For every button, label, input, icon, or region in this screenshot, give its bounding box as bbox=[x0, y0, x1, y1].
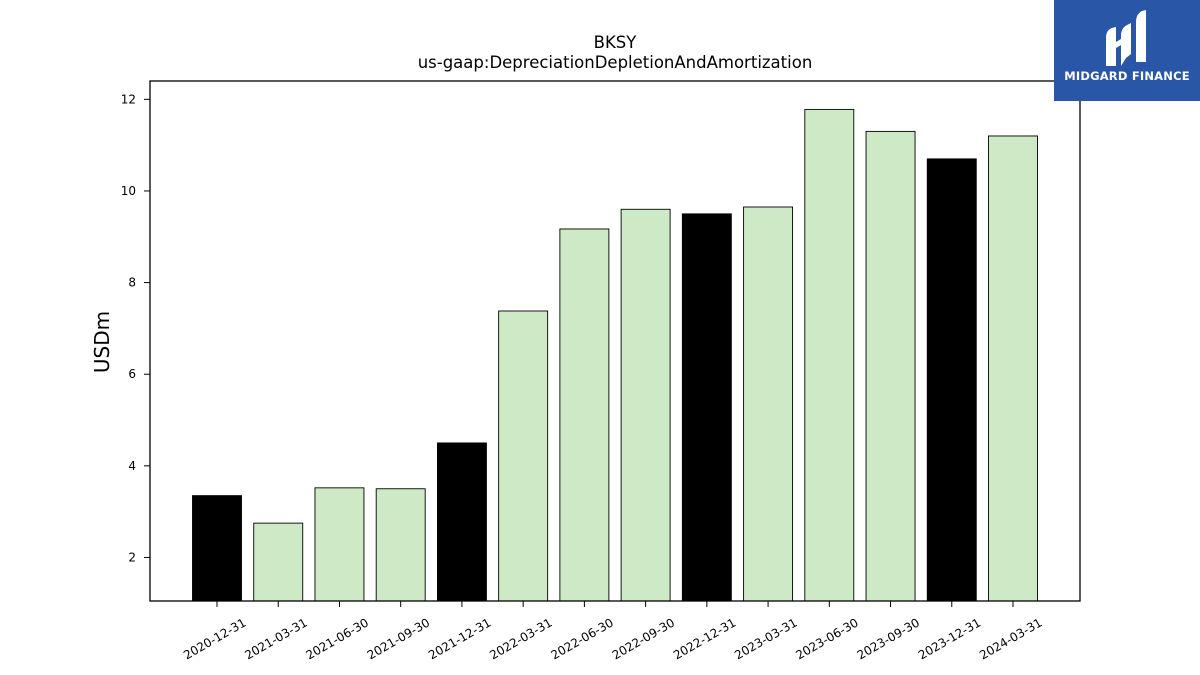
midgard-m-icon bbox=[1106, 10, 1146, 66]
bar-2021-09-30 bbox=[375, 488, 426, 602]
x-tick-label: 2020-12-31 bbox=[181, 615, 248, 662]
x-tick-label: 2023-12-31 bbox=[916, 615, 983, 662]
logo-text: MIDGARD FINANCE bbox=[1064, 69, 1190, 83]
x-tick-label: 2023-03-31 bbox=[732, 615, 799, 662]
x-axis: 2020-12-312021-03-312021-06-302021-09-30… bbox=[181, 601, 1045, 662]
y-tick-label: 2 bbox=[128, 550, 136, 564]
y-tick-label: 4 bbox=[128, 459, 136, 473]
bar-2023-12-31 bbox=[926, 158, 977, 602]
y-tick-label: 10 bbox=[121, 184, 136, 198]
bar-2021-03-31 bbox=[253, 522, 304, 602]
x-tick-label: 2022-06-30 bbox=[548, 615, 615, 662]
x-tick-label: 2023-06-30 bbox=[793, 615, 860, 662]
bar-2023-09-30 bbox=[865, 130, 916, 602]
bar-2022-06-30 bbox=[559, 228, 610, 602]
x-tick-label: 2021-06-30 bbox=[304, 615, 371, 662]
chart-subtitle: us-gaap:DepreciationDepletionAndAmortiza… bbox=[418, 53, 813, 72]
x-tick-label: 2022-12-31 bbox=[671, 615, 738, 662]
x-tick-label: 2022-09-30 bbox=[610, 615, 677, 662]
y-axis-label: USDm bbox=[90, 311, 114, 373]
bar-2022-12-31 bbox=[681, 213, 732, 602]
bar-2022-03-31 bbox=[498, 310, 549, 602]
bars-group bbox=[192, 108, 1038, 602]
bar-2023-06-30 bbox=[804, 108, 855, 602]
x-tick-label: 2022-03-31 bbox=[487, 615, 554, 662]
plot-frame bbox=[149, 80, 1081, 602]
y-tick-label: 8 bbox=[128, 276, 136, 290]
x-tick-label: 2021-12-31 bbox=[426, 615, 493, 662]
bar-2020-12-31 bbox=[192, 495, 242, 602]
bar-2021-12-31 bbox=[436, 442, 487, 602]
y-tick-label: 6 bbox=[128, 367, 136, 381]
y-tick-label: 12 bbox=[121, 92, 136, 106]
x-tick-label: 2021-03-31 bbox=[242, 615, 309, 662]
bar-2021-06-30 bbox=[314, 487, 365, 602]
bar-2022-09-30 bbox=[620, 208, 671, 602]
bar-2023-03-31 bbox=[743, 206, 794, 602]
x-tick-label: 2024-03-31 bbox=[977, 615, 1044, 662]
x-tick-label: 2021-09-30 bbox=[365, 615, 432, 662]
y-axis: 2 4 6 8 10 12 bbox=[121, 92, 150, 564]
bar-2024-03-31 bbox=[988, 135, 1038, 602]
x-tick-label: 2023-09-30 bbox=[855, 615, 922, 662]
chart-title: BKSY bbox=[594, 33, 638, 52]
midgard-finance-logo: MIDGARD FINANCE bbox=[1054, 0, 1200, 101]
